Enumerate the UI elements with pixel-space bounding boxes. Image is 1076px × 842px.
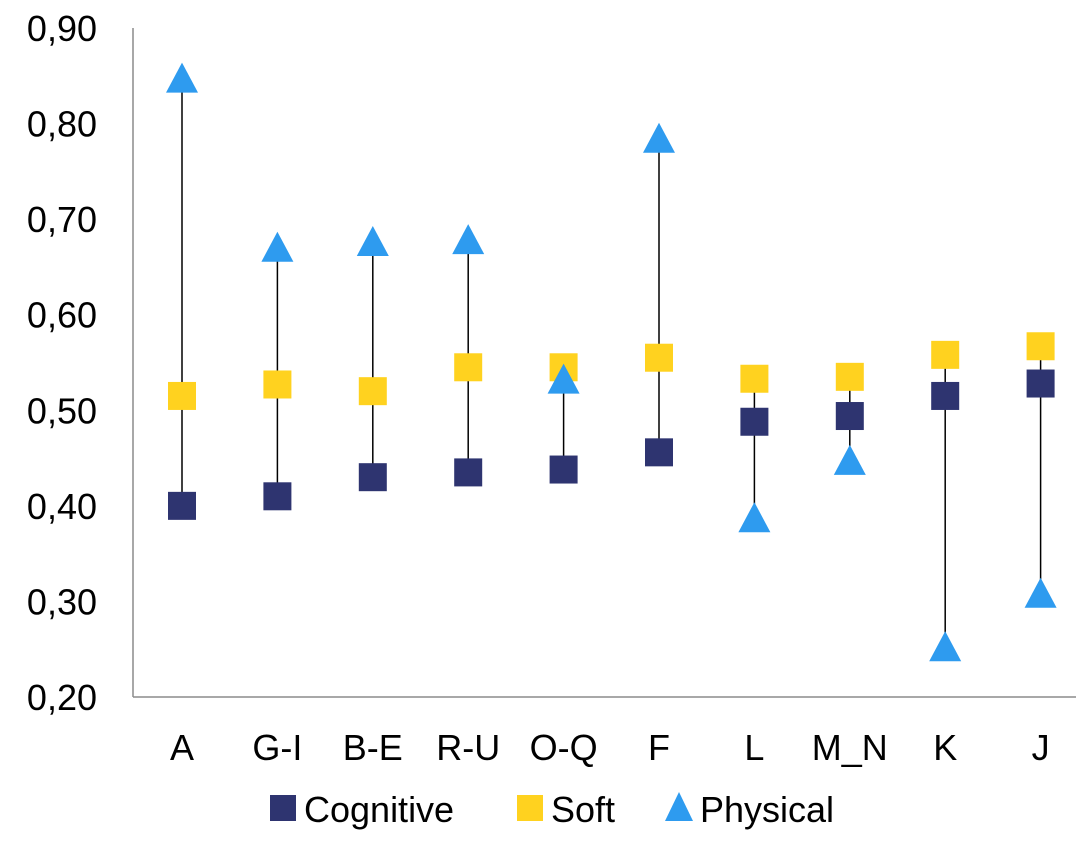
cognitive-point: [1026, 369, 1055, 398]
y-tick-label: 0,30: [27, 581, 97, 622]
x-tick-label: M_N: [812, 727, 888, 768]
physical-point: [452, 224, 485, 255]
soft-point: [740, 364, 769, 393]
y-tick-label: 0,20: [27, 677, 97, 718]
range-lines: [181, 80, 1042, 650]
x-tick-labels: A G-I B-E R-U O-Q F L M_N K J: [170, 727, 1050, 768]
x-tick-label: B-E: [343, 727, 403, 768]
physical-point: [929, 631, 962, 662]
physical-point: [833, 444, 866, 475]
physical-point: [643, 122, 675, 153]
cognitive-point: [549, 455, 578, 484]
soft-point: [263, 370, 292, 399]
physical-point: [356, 225, 389, 256]
physical-point: [166, 62, 198, 93]
cognitive-point: [835, 402, 864, 431]
soft-point: [1026, 332, 1055, 361]
soft-point: [358, 377, 387, 406]
x-tick-label: K: [933, 727, 957, 768]
physical-point: [261, 231, 294, 262]
legend-physical-label: Physical: [700, 789, 834, 830]
cognitive-point: [454, 458, 483, 487]
legend-cognitive-swatch: [270, 795, 296, 821]
legend-cognitive-label: Cognitive: [304, 789, 454, 830]
series-markers: [166, 62, 1057, 662]
cognitive-point: [168, 491, 196, 520]
cognitive-point: [358, 463, 387, 492]
cognitive-point: [740, 407, 769, 436]
soft-point: [931, 340, 960, 369]
physical-point: [738, 502, 771, 533]
soft-point: [835, 362, 864, 391]
x-tick-label: O-Q: [530, 727, 598, 768]
x-tick-label: A: [170, 727, 194, 768]
y-tick-label: 0,70: [27, 199, 97, 240]
y-tick-label: 0,50: [27, 390, 97, 431]
legend-physical-swatch: [665, 792, 693, 821]
x-tick-label: J: [1032, 727, 1050, 768]
y-tick-labels: 0,20 0,30 0,40 0,50 0,60 0,70 0,80 0,90: [27, 8, 97, 718]
legend-soft-label: Soft: [551, 789, 615, 830]
y-tick-label: 0,80: [27, 104, 97, 145]
x-tick-label: F: [648, 727, 670, 768]
axes: [132, 28, 1076, 698]
physical-point: [547, 363, 580, 394]
y-tick-label: 0,60: [27, 295, 97, 336]
soft-point: [168, 381, 196, 410]
legend-soft-swatch: [517, 795, 543, 821]
physical-point: [1024, 577, 1057, 608]
y-tick-label: 0,40: [27, 486, 97, 527]
soft-point: [645, 343, 673, 372]
soft-point: [454, 353, 483, 382]
x-tick-label: G-I: [252, 727, 302, 768]
x-tick-label: L: [744, 727, 764, 768]
y-tick-label: 0,90: [27, 8, 97, 49]
cognitive-point: [931, 381, 960, 410]
cognitive-point: [645, 438, 673, 467]
x-tick-label: R-U: [436, 727, 500, 768]
legend: Cognitive Soft Physical: [270, 789, 834, 830]
cognitive-point: [263, 482, 292, 511]
